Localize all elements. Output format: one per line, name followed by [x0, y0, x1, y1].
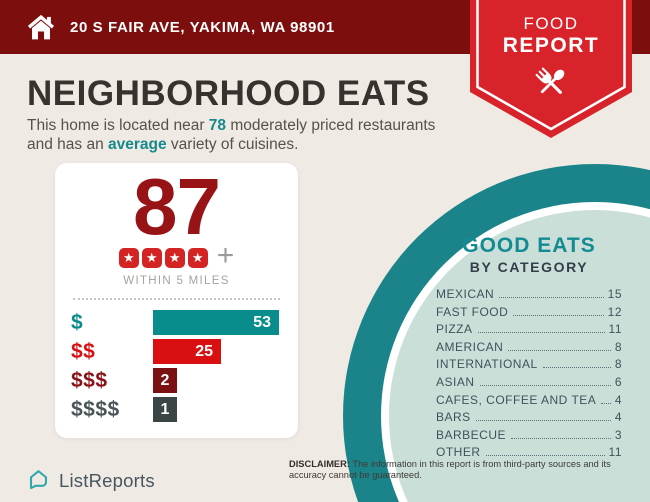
category-label: FAST FOOD [436, 304, 509, 319]
category-label: BARS [436, 410, 471, 425]
bar: 1 [153, 397, 177, 422]
category-label: OTHER [436, 445, 481, 460]
page-title: NEIGHBORHOOD EATS [27, 74, 430, 113]
star-rating: ★ ★ ★ ★ + [71, 239, 282, 272]
badge-line2: REPORT [502, 33, 600, 57]
dotted-leader [477, 332, 605, 334]
category-label: MEXICAN [436, 287, 495, 301]
dotted-leader [508, 349, 611, 351]
dotted-leader [601, 402, 611, 404]
category-row: OTHER 11 [436, 445, 622, 463]
dotted-leader [479, 384, 611, 386]
star-icon: ★ [164, 248, 185, 268]
category-row: FAST FOOD 12 [436, 305, 622, 323]
disclaimer-text: The information in this report is from t… [289, 459, 611, 481]
price-tier-label: $$$$ [71, 397, 120, 421]
category-count: 4 [614, 410, 622, 425]
category-count: 3 [614, 427, 622, 442]
bar-track: 25 [153, 339, 282, 364]
dotted-leader [475, 420, 611, 422]
category-row: BARBECUE 3 [436, 428, 622, 446]
bar-track: 1 [153, 397, 282, 422]
restaurant-count-highlight: 78 [208, 117, 227, 134]
brand-name: ListReports [59, 470, 155, 491]
dotted-leader [511, 437, 611, 439]
badge-line1: FOOD [523, 14, 579, 33]
price-bar-chart: $53 $$ 25 $$$ 2 $$$$ 1 [71, 310, 282, 422]
good-eats-panel: GOOD EATS BY CATEGORY MEXICAN 15 FAST FOOD… [436, 234, 622, 463]
star-icon: ★ [118, 248, 139, 268]
summary-part2: moderately priced restaurants and has an [27, 117, 436, 153]
price-tier-label: $$ [71, 339, 96, 363]
bar: 53 [153, 310, 279, 335]
bar: 2 [153, 368, 177, 393]
bar-value-label: 25 [195, 342, 213, 360]
property-address: 20 S FAIR AVE, YAKIMA, WA 98901 [70, 18, 335, 36]
category-row: CAFES, COFFEE AND TEA 4 [436, 393, 622, 411]
category-label: AMERICAN [436, 339, 504, 354]
dotted-leader [513, 314, 604, 316]
disclaimer-label: DISCLAIMER: [289, 459, 350, 469]
food-score: 87 [133, 162, 221, 251]
dotted-divider [73, 298, 280, 300]
bar-track: 53 [153, 310, 282, 335]
category-count: 8 [614, 357, 622, 372]
badge-pennant-shape [470, 0, 632, 138]
category-count: 11 [608, 445, 622, 460]
price-bar-row: $$$ 2 [71, 368, 282, 393]
crossed-spoon-fork-icon [529, 61, 573, 110]
category-row: PIZZA 11 [436, 322, 622, 340]
price-bar-row: $53 [71, 310, 282, 335]
bar-value-label: 53 [253, 313, 271, 331]
dotted-leader [499, 297, 604, 298]
star-icon: ★ [187, 248, 208, 268]
category-label: CAFES, COFFEE AND TEA [436, 392, 597, 407]
disclaimer: DISCLAIMER: The information in this repo… [289, 459, 633, 481]
good-eats-subtitle: BY CATEGORY [469, 259, 589, 275]
bar-value-label: 2 [160, 371, 170, 389]
category-label: INTERNATIONAL [436, 357, 538, 372]
listreports-logo: ListReports [26, 466, 155, 496]
house-icon [26, 14, 56, 41]
category-count: 8 [614, 339, 622, 354]
category-list: MEXICAN 15 FAST FOOD 12 PIZZA 11 AMERICAN 8 INTE… [436, 287, 622, 463]
category-row: BARS 4 [436, 410, 622, 428]
star-icon: ★ [141, 248, 162, 268]
price-tier-label: $$$ [71, 368, 108, 392]
category-count: 4 [614, 392, 622, 407]
category-label: PIZZA [436, 322, 473, 337]
category-row: MEXICAN 15 [436, 287, 622, 305]
summary-part1: This home is located near [27, 117, 209, 134]
category-row: INTERNATIONAL 8 [436, 357, 622, 375]
category-count: 11 [608, 322, 622, 337]
dotted-leader [485, 455, 605, 457]
radius-caption: WITHIN 5 MILES [123, 275, 230, 287]
category-count: 15 [607, 287, 622, 301]
price-bar-row: $$ 25 [71, 339, 282, 364]
variety-highlight: average [108, 135, 167, 153]
category-label: BARBECUE [436, 427, 507, 442]
category-row: AMERICAN 8 [436, 340, 622, 358]
score-card: 87 ★ ★ ★ ★ + WITHIN 5 MILES $53 $$ 25 $$$ 2 $$$$ 1 [55, 163, 298, 438]
price-tier-label: $ [71, 310, 84, 334]
summary-part3: variety of cuisines. [166, 135, 299, 153]
bar: 25 [153, 339, 221, 364]
category-row: ASIAN 6 [436, 375, 622, 393]
food-report-badge: FOOD REPORT [470, 0, 632, 138]
plus-icon: + [216, 239, 235, 272]
category-count: 12 [607, 304, 622, 319]
price-bar-row: $$$$ 1 [71, 397, 282, 422]
listreports-house-icon [26, 466, 51, 496]
category-label: ASIAN [436, 374, 475, 389]
bar-track: 2 [153, 368, 282, 393]
bar-value-label: 1 [160, 400, 170, 418]
dotted-leader [542, 367, 611, 369]
category-count: 6 [614, 374, 622, 389]
good-eats-title: GOOD EATS [462, 234, 596, 257]
summary-text: This home is located near 78 moderately … [27, 117, 461, 154]
